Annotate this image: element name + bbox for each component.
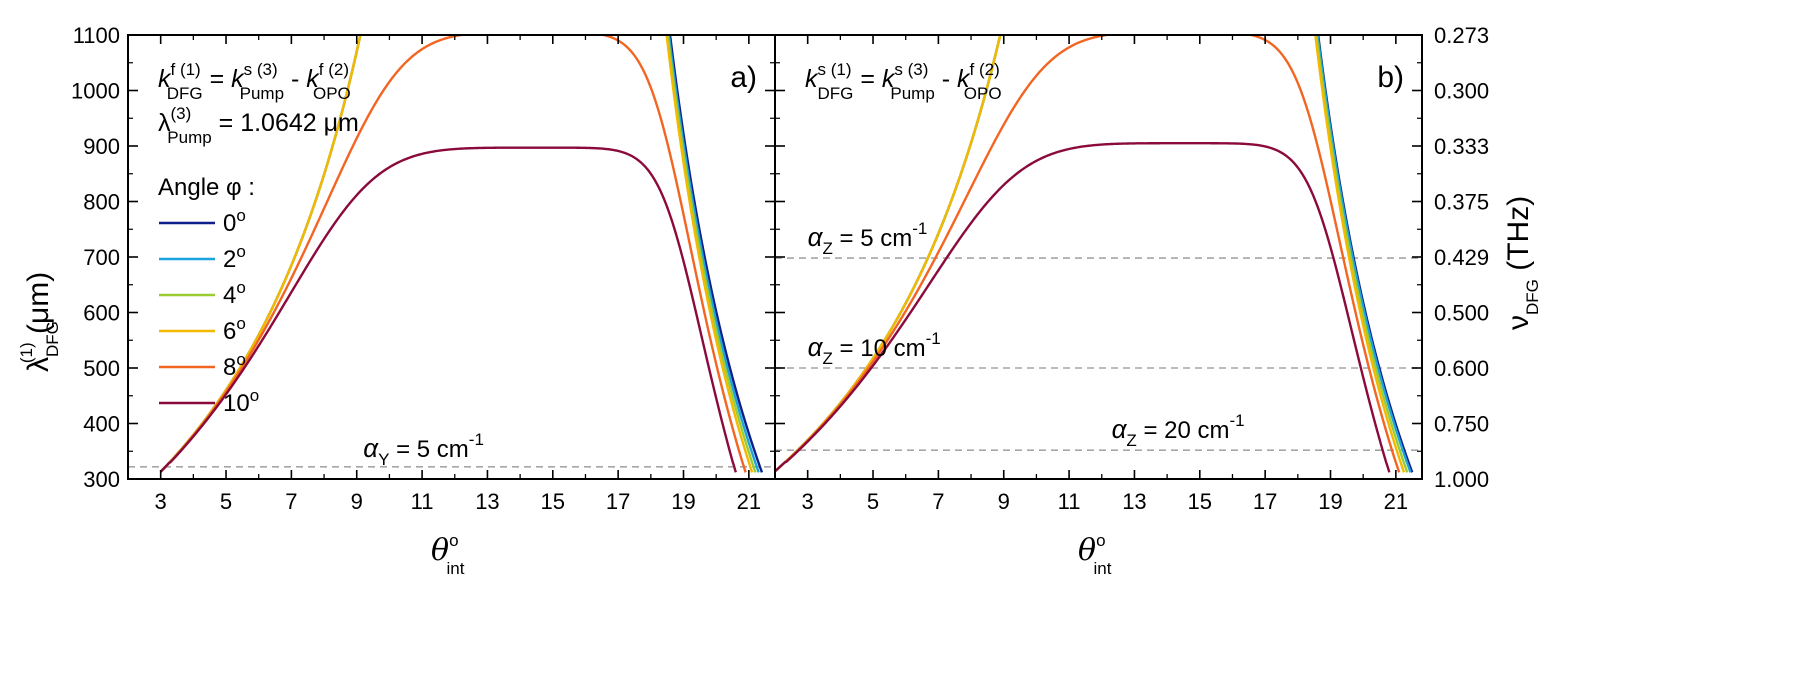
y-tick-label-1000: 1000 (71, 79, 120, 104)
equation-b: ks (1) DFG = ks (3) Pump - kf (2) OPO (805, 60, 1002, 103)
series-a-10-line (159, 146, 737, 473)
right-tick-label-3: 0.375 (1434, 190, 1489, 215)
y-tick-label-700: 700 (83, 245, 120, 270)
reference-label-b-2: αZ = 20 cm-1 (1112, 411, 1245, 450)
x-tick-label-a-13: 13 (475, 489, 499, 514)
x-axis-title-b: θo int (1078, 531, 1112, 578)
axis-titles: θo int θo int λDFG(1) (μm) νDFG (THz) (17, 196, 1542, 578)
x-tick-label-b-15: 15 (1188, 489, 1212, 514)
y-axis-title: λDFG(1) (μm) (17, 272, 62, 372)
right-tick-label-6: 0.600 (1434, 356, 1489, 381)
equation-a: kf (1) DFG = ks (3) Pump - kf (2) OPO (158, 60, 351, 103)
x-tick-label-b-3: 3 (802, 489, 814, 514)
x-tick-label-a-17: 17 (606, 489, 630, 514)
x-tick-label-a-19: 19 (671, 489, 695, 514)
y-tick-label-300: 300 (83, 467, 120, 492)
legend-label-0: 0o (223, 206, 246, 237)
x-tick-label-a-3: 3 (155, 489, 167, 514)
right-tick-label-2: 0.333 (1434, 134, 1489, 159)
pump-wavelength: λ(3) Pump = 1.0642 μm (158, 104, 359, 147)
y-tick-label-800: 800 (83, 190, 120, 215)
series-b-undefined-line (775, 35, 1401, 473)
reference-label-a-0: αY = 5 cm-1 (363, 430, 484, 469)
legend-title: Angle φ : (158, 174, 255, 201)
x-tick-label-b-9: 9 (998, 489, 1010, 514)
legend-label-10: 10o (223, 386, 259, 417)
y-tick-label-600: 600 (83, 301, 120, 326)
x-tick-label-a-15: 15 (541, 489, 565, 514)
x-tick-label-b-11: 11 (1058, 489, 1081, 514)
reference-label-b-0: αZ = 5 cm-1 (808, 219, 928, 258)
legend-label-6: 6o (223, 314, 246, 345)
right-tick-label-0: 0.273 (1434, 23, 1489, 48)
right-tick-label-7: 0.750 (1434, 412, 1489, 437)
y-tick-label-500: 500 (83, 356, 120, 381)
series-a-8-line (159, 35, 747, 473)
panel-a: 3 5 7 9 11 13 15 17 19 21 300 400 500 600 700 800 900 100… (71, 23, 776, 514)
x-tick-label-b-13: 13 (1122, 489, 1146, 514)
panel-b: 3 5 7 9 11 13 15 17 19 21 0.273 0.300 0.333 0.375 0.42… (774, 23, 1489, 514)
right-tick-label-4: 0.429 (1434, 245, 1489, 270)
x-tick-label-b-5: 5 (867, 489, 879, 514)
x-tick-label-a-9: 9 (351, 489, 363, 514)
y-tick-label-400: 400 (83, 412, 120, 437)
panel-label-b: b) (1377, 61, 1404, 94)
right-axis-title: νDFG (THz) (1502, 196, 1542, 330)
panel-label-a: a) (730, 61, 757, 94)
x-tick-label-b-17: 17 (1253, 489, 1277, 514)
series-b-undefined-line (775, 35, 1412, 473)
x-tick-label-a-5: 5 (220, 489, 232, 514)
reference-label-b-1: αZ = 10 cm-1 (808, 329, 941, 368)
x-tick-label-a-21: 21 (737, 489, 761, 514)
x-tick-label-a-11: 11 (411, 489, 434, 514)
x-tick-label-b-21: 21 (1384, 489, 1408, 514)
series-b-undefined-line (775, 142, 1391, 473)
x-tick-label-b-7: 7 (932, 489, 944, 514)
x-tick-label-b-19: 19 (1318, 489, 1342, 514)
legend-label-8: 8o (223, 350, 246, 381)
y-tick-label-1100: 1100 (73, 23, 120, 48)
y-tick-label-900: 900 (83, 134, 120, 159)
legend-label-2: 2o (223, 242, 246, 273)
x-tick-label-a-7: 7 (285, 489, 297, 514)
right-tick-label-1: 0.300 (1434, 79, 1489, 104)
right-tick-label-8: 1.000 (1434, 467, 1489, 492)
right-tick-label-5: 0.500 (1434, 301, 1489, 326)
x-axis-title-a: θo int (431, 531, 465, 578)
legend-label-4: 4o (223, 278, 246, 309)
